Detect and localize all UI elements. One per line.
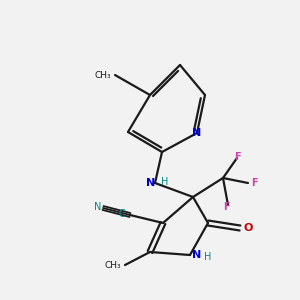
Text: O: O <box>243 223 252 233</box>
Text: N: N <box>146 178 156 188</box>
Text: N: N <box>192 250 201 260</box>
Text: C: C <box>118 209 125 219</box>
Text: N: N <box>192 128 202 138</box>
Text: H: H <box>204 252 212 262</box>
Text: CH₃: CH₃ <box>104 260 121 269</box>
Text: F: F <box>223 202 229 212</box>
Text: N: N <box>94 202 101 212</box>
Text: F: F <box>234 152 240 162</box>
Text: CH₃: CH₃ <box>94 70 111 80</box>
Text: F: F <box>251 178 258 188</box>
Text: H: H <box>161 177 168 187</box>
